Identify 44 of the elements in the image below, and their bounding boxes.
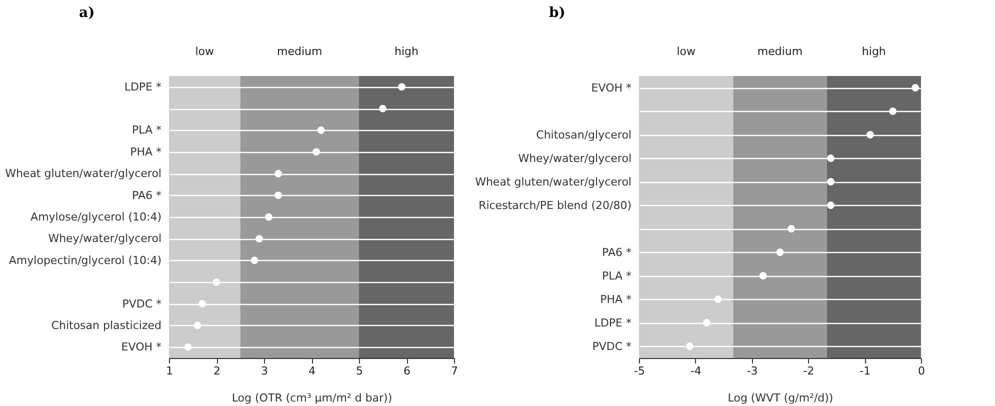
y-tick-label: PHA * <box>130 145 162 158</box>
y-tick-label: Wheat gluten/water/glycerol <box>475 175 632 188</box>
y-tick-label: PLA * <box>132 124 162 137</box>
band-label: low <box>676 45 696 58</box>
y-tick-label: Whey/water/glycerol <box>518 152 632 165</box>
band-label: high <box>394 45 419 58</box>
y-tick-label: EVOH * <box>121 340 162 354</box>
y-tick-label: LDPE * <box>594 316 632 330</box>
band-label: high <box>862 45 886 58</box>
x-tick-label: 7 <box>451 364 458 378</box>
y-tick-label: PLA * <box>602 269 632 282</box>
chart-title: a) <box>79 5 95 21</box>
y-tick-label: Chitosan plasticized <box>51 318 162 332</box>
chart-title: b) <box>549 5 566 21</box>
x-tick-label: 4 <box>308 364 316 378</box>
x-tick-label: 2 <box>214 364 220 378</box>
x-tick-label: -4 <box>690 364 702 378</box>
y-tick-label: Wheat gluten/water/glycerol <box>5 167 162 180</box>
x-tick-label: -2 <box>803 364 814 378</box>
y-tick-label: PHA * <box>600 292 632 306</box>
band-label: low <box>195 45 214 58</box>
x-tick-label: 1 <box>166 364 173 378</box>
y-tick-label: Amylose/glycerol (10:4) <box>30 210 162 224</box>
y-tick-label: PA6 * <box>602 246 632 259</box>
band-label: medium <box>277 45 322 58</box>
x-axis-title: Log (OTR (cm³ µm/m² d bar)) <box>232 392 392 404</box>
x-tick-label: 6 <box>404 364 410 378</box>
x-axis-title: Log (WVT (g/m²/d)) <box>728 392 834 404</box>
y-tick-label: Ricestarch/PE blend (20/80) <box>478 198 632 212</box>
y-tick-label: PVDC * <box>122 297 162 310</box>
y-tick-label: PA6 * <box>132 188 162 202</box>
y-tick-label: EVOH * <box>591 81 632 94</box>
y-tick-label: Amylopectin/glycerol (10:4) <box>8 254 162 267</box>
x-tick-label: 3 <box>261 364 268 378</box>
y-tick-label: PVDC * <box>592 340 632 353</box>
band-label: medium <box>757 45 803 58</box>
x-tick-label: 0 <box>918 364 925 378</box>
x-tick-label: -5 <box>634 364 645 378</box>
y-tick-label: Chitosan/glycerol <box>536 128 632 142</box>
x-tick-label: -3 <box>746 364 758 378</box>
x-tick-label: -1 <box>860 364 871 378</box>
y-tick-label: LDPE * <box>124 80 162 94</box>
x-tick-label: 5 <box>356 364 363 378</box>
y-tick-label: Whey/water/glycerol <box>48 232 162 246</box>
